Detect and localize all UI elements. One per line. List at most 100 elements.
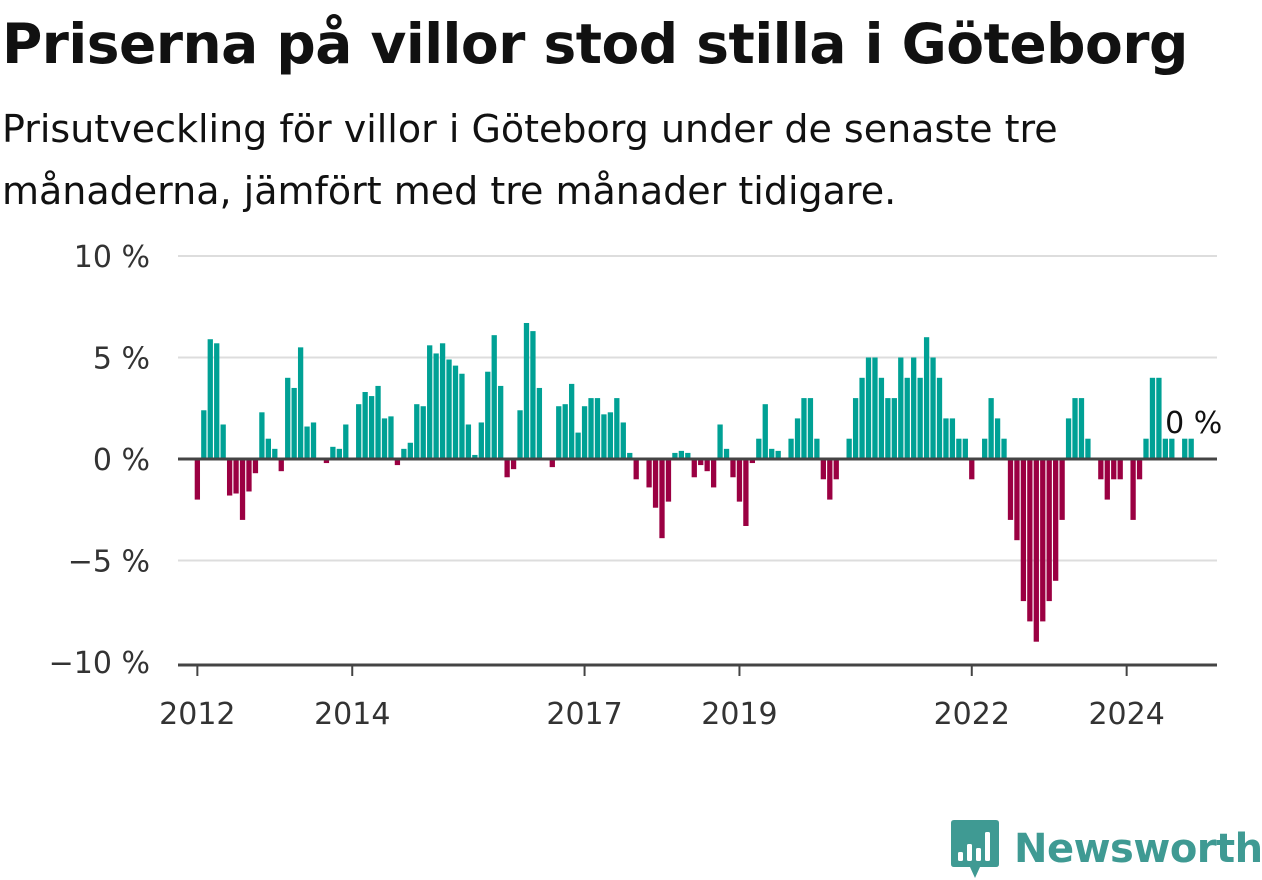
bar (982, 438, 988, 459)
bar (762, 404, 768, 459)
bar (794, 418, 801, 459)
last-value-label: 0 % (1165, 406, 1222, 441)
bar (239, 459, 246, 520)
bar (736, 459, 743, 502)
bar (801, 398, 807, 459)
bar (291, 387, 297, 459)
bar (226, 459, 233, 496)
bar (433, 353, 439, 459)
y-axis-labels: 10 % 5 % 0 % −5 % −10 % (49, 240, 150, 681)
bar (581, 406, 588, 459)
bar (504, 459, 510, 478)
bar (601, 414, 607, 459)
bar (872, 357, 878, 459)
bar (562, 404, 568, 459)
bar (988, 398, 994, 459)
chart-subtitle: Prisutveckling för villor i Göteborg und… (2, 107, 1058, 213)
bar (627, 452, 633, 459)
bar (769, 448, 775, 459)
bar (936, 377, 943, 459)
bar (956, 438, 962, 459)
bar (717, 424, 723, 459)
bar (1111, 459, 1117, 480)
bar (549, 459, 555, 468)
bar (704, 459, 710, 472)
y-tick-label: −10 % (49, 646, 150, 681)
y-tick-label: 10 % (74, 240, 150, 275)
bar (1098, 459, 1104, 480)
bar (394, 459, 401, 466)
last-value-annotation: 0 % (1161, 402, 1226, 445)
bar (1188, 438, 1194, 459)
x-tick-label: 2022 (934, 697, 1010, 732)
bar (1104, 459, 1110, 500)
bar (278, 459, 284, 472)
bar (723, 448, 730, 459)
x-tick-label: 2024 (1088, 697, 1164, 732)
bar (407, 442, 413, 459)
bar (420, 406, 426, 459)
bar (904, 377, 910, 459)
bar (233, 459, 239, 494)
bar (807, 398, 814, 459)
bar (472, 454, 478, 459)
bar (775, 450, 781, 459)
bar (491, 335, 497, 459)
bar (1059, 459, 1065, 520)
bar (517, 410, 523, 459)
bar (898, 357, 904, 459)
bar (1020, 459, 1027, 602)
bar (285, 377, 291, 459)
bar (1046, 459, 1052, 602)
bar (510, 459, 517, 470)
bar (272, 448, 278, 459)
bar (846, 438, 852, 459)
bar (556, 406, 562, 459)
y-tick-label: −5 % (68, 545, 150, 580)
bar (665, 459, 672, 502)
bar (1053, 459, 1059, 581)
bar (923, 337, 930, 459)
bar (788, 438, 794, 459)
chart-title: Priserna på villor stod stilla i Götebor… (2, 12, 1188, 76)
bar (865, 357, 872, 459)
bar (730, 459, 736, 478)
bar (569, 383, 575, 459)
bar (620, 422, 626, 459)
bar (1156, 377, 1162, 459)
bar (1033, 459, 1039, 642)
bar (259, 412, 265, 459)
bar (1143, 438, 1149, 459)
bar (439, 343, 446, 459)
bar (356, 404, 362, 459)
bar (949, 418, 956, 459)
bar (614, 398, 620, 459)
bar (1072, 398, 1078, 459)
y-tick-label: 5 % (93, 342, 150, 377)
bar (414, 404, 420, 459)
bar (1027, 459, 1033, 622)
bar (220, 424, 226, 459)
bar (743, 459, 749, 526)
x-tick-label: 2014 (314, 697, 390, 732)
bar (330, 446, 336, 459)
bar (698, 459, 704, 466)
bar (962, 438, 968, 459)
bar (1085, 438, 1091, 459)
newsworthy-logo: Newsworthy (950, 818, 1262, 880)
bar (478, 422, 484, 459)
bar (336, 448, 342, 459)
bar (388, 416, 394, 459)
bar (820, 459, 826, 480)
bar (498, 385, 504, 459)
bar (1149, 377, 1156, 459)
bar (633, 459, 639, 480)
bar (214, 343, 220, 459)
bar (749, 459, 755, 464)
bar (659, 459, 665, 539)
x-tick-label: 2019 (701, 697, 777, 732)
bar (575, 432, 581, 459)
bar (375, 385, 381, 459)
bar (201, 410, 207, 459)
